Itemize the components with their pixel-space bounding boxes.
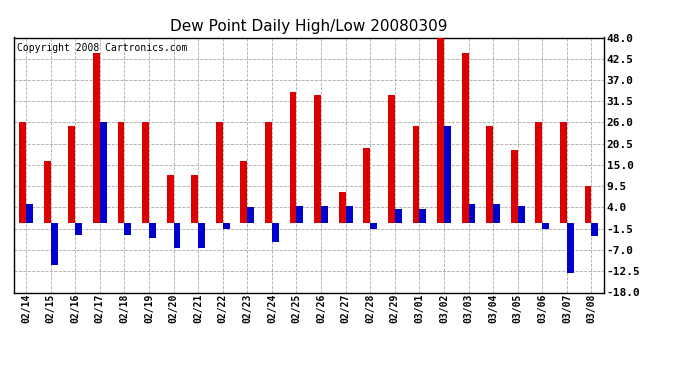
Bar: [223, 223, 230, 229]
Bar: [346, 206, 353, 223]
Bar: [560, 123, 567, 223]
Bar: [149, 223, 156, 238]
Text: Copyright 2008 Cartronics.com: Copyright 2008 Cartronics.com: [17, 43, 187, 52]
Bar: [167, 175, 174, 223]
Bar: [542, 223, 549, 229]
Title: Dew Point Daily High/Low 20080309: Dew Point Daily High/Low 20080309: [170, 18, 448, 33]
Bar: [511, 150, 518, 223]
Bar: [290, 92, 297, 223]
Bar: [142, 123, 149, 223]
Bar: [297, 206, 304, 223]
Bar: [247, 207, 254, 223]
Bar: [567, 223, 574, 273]
Bar: [314, 96, 321, 223]
Bar: [19, 123, 26, 223]
Bar: [486, 126, 493, 223]
Bar: [493, 204, 500, 223]
Bar: [364, 148, 371, 223]
Bar: [371, 223, 377, 229]
Bar: [272, 223, 279, 242]
Bar: [413, 126, 420, 223]
Bar: [75, 223, 82, 234]
Bar: [591, 223, 598, 237]
Bar: [240, 161, 247, 223]
Bar: [518, 206, 524, 223]
Bar: [388, 96, 395, 223]
Bar: [469, 204, 475, 223]
Bar: [395, 209, 402, 223]
Bar: [420, 209, 426, 223]
Bar: [117, 123, 124, 223]
Bar: [584, 186, 591, 223]
Bar: [93, 53, 100, 223]
Bar: [174, 223, 181, 248]
Bar: [437, 38, 444, 223]
Bar: [216, 123, 223, 223]
Bar: [339, 192, 346, 223]
Bar: [50, 223, 57, 266]
Bar: [26, 204, 33, 223]
Bar: [43, 161, 50, 223]
Bar: [535, 123, 542, 223]
Bar: [124, 223, 131, 234]
Bar: [100, 123, 107, 223]
Bar: [321, 206, 328, 223]
Bar: [462, 53, 469, 223]
Bar: [68, 126, 75, 223]
Bar: [444, 126, 451, 223]
Bar: [265, 123, 272, 223]
Bar: [191, 175, 198, 223]
Bar: [198, 223, 205, 248]
